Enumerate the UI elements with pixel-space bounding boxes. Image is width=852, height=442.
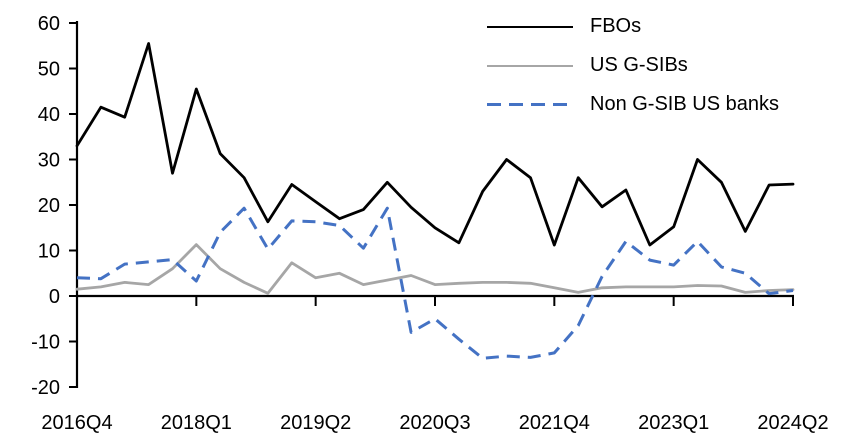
- series-line-non-g-sib-us-banks: [76, 206, 794, 360]
- x-tick-label: 2018Q1: [161, 412, 232, 434]
- y-tick-label: 50: [38, 59, 60, 81]
- legend-label-fbos: FBOs: [590, 14, 642, 37]
- y-tick-label: -10: [31, 332, 60, 354]
- legend-line-sample-us-gsibs: [487, 64, 573, 67]
- x-tick-label: 2021Q4: [519, 412, 590, 434]
- legend-item-fbos: FBOs: [487, 7, 779, 46]
- x-tick-label: 2019Q2: [280, 412, 351, 434]
- series-line-us-g-sibs: [75, 243, 795, 295]
- x-tick-label: 2016Q4: [41, 412, 112, 434]
- x-tick-label: 2023Q1: [638, 412, 709, 434]
- x-tick-label: 2020Q3: [399, 412, 470, 434]
- y-tick-label: 20: [38, 195, 60, 217]
- legend-label-non-gsib: Non G-SIB US banks: [590, 92, 779, 115]
- series-line-fbos: [75, 42, 795, 247]
- y-tick-label: 0: [49, 286, 60, 308]
- y-tick-label: 40: [38, 104, 60, 126]
- legend-item-us-gsibs: US G-SIBs: [487, 46, 779, 85]
- y-tick-label: 60: [38, 13, 60, 35]
- y-tick-label: -20: [31, 377, 60, 399]
- legend-line-sample-non-gsib: [487, 103, 573, 106]
- x-tick-label: 2024Q2: [757, 412, 828, 434]
- y-tick-label: 30: [38, 150, 60, 172]
- legend-line-sample-fbos: [487, 25, 573, 28]
- y-tick-label: 10: [38, 241, 60, 263]
- legend: FBOs US G-SIBs Non G-SIB US banks: [487, 7, 779, 124]
- legend-label-us-gsibs: US G-SIBs: [590, 53, 688, 76]
- legend-item-non-gsib: Non G-SIB US banks: [487, 85, 779, 124]
